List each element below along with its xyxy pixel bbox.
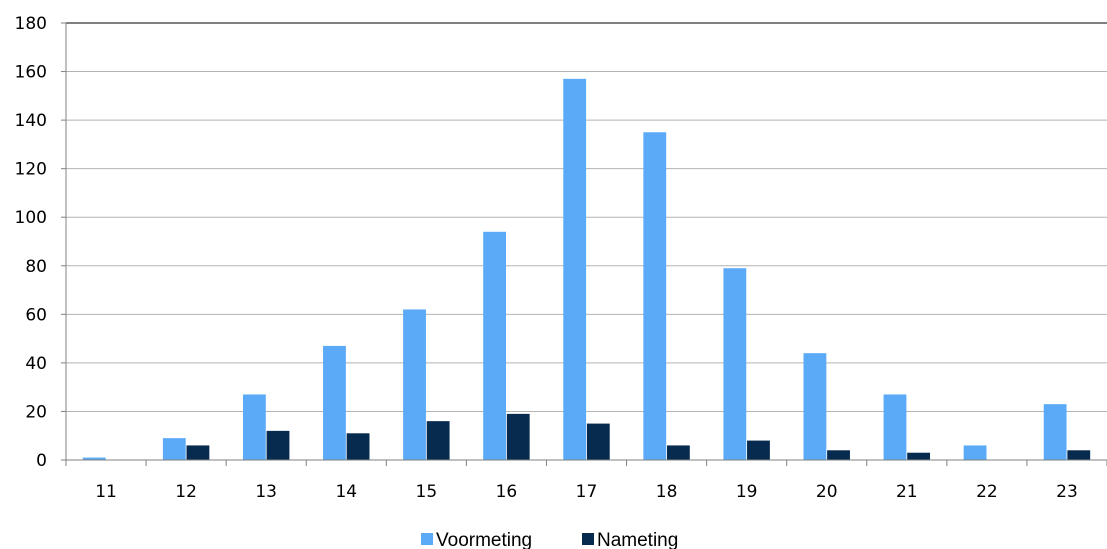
legend-swatch-nameting (582, 533, 594, 545)
y-tick-label: 180 (15, 14, 47, 34)
y-tick-label: 160 (15, 63, 47, 83)
bar-voormeting-22 (963, 445, 987, 460)
y-tick-label: 80 (25, 257, 47, 277)
y-axis-ticks: 0 20 40 60 80 100 120 140 160 180 (15, 14, 66, 471)
axes (65, 23, 1107, 461)
y-tick-label: 120 (15, 160, 47, 180)
x-tick-label: 17 (576, 482, 598, 502)
bar-nameting-13 (266, 430, 290, 460)
x-tick-label: 11 (95, 482, 117, 502)
bar-nameting-18 (666, 445, 690, 460)
bar-voormeting-16 (483, 231, 507, 460)
bar-nameting-20 (827, 450, 850, 460)
y-tick-label: 20 (25, 402, 47, 422)
bar-voormeting-17 (563, 78, 587, 460)
y-tick-label: 100 (15, 208, 47, 228)
bar-voormeting-18 (643, 132, 667, 460)
bar-nameting-12 (186, 445, 210, 460)
x-tick-label: 16 (496, 482, 518, 502)
bar-voormeting-13 (242, 394, 266, 460)
x-tick-label: 22 (976, 482, 998, 502)
x-tick-label: 23 (1056, 482, 1078, 502)
bar-voormeting-23 (1043, 404, 1067, 460)
x-tick-label: 12 (175, 482, 197, 502)
x-tick-label: 15 (416, 482, 438, 502)
x-tick-label: 18 (656, 482, 678, 502)
legend-label-nameting: Nameting (597, 530, 678, 549)
bar-voormeting-19 (723, 268, 747, 460)
legend-swatch-voormeting (421, 533, 433, 545)
bar-voormeting-14 (323, 345, 346, 460)
bar-nameting-15 (426, 421, 450, 460)
bar-nameting-16 (506, 413, 530, 460)
gridlines (66, 22, 1107, 412)
bar-voormeting-21 (883, 394, 907, 460)
bar-nameting-21 (907, 452, 931, 460)
y-tick-label: 0 (36, 451, 47, 471)
bar-voormeting-15 (403, 309, 426, 460)
bar-voormeting-20 (803, 353, 827, 460)
bar-voormeting-11 (82, 457, 106, 460)
x-tick-label: 21 (896, 482, 918, 502)
bars (82, 78, 1091, 460)
y-tick-label: 40 (25, 354, 47, 374)
x-tick-label: 20 (816, 482, 838, 502)
x-tick-label: 13 (255, 482, 277, 502)
legend-label-voormeting: Voormeting (436, 530, 532, 549)
x-tick-label: 19 (736, 482, 758, 502)
x-axis-ticks: 11 12 13 14 15 16 17 18 19 20 21 22 23 (65, 460, 1107, 502)
bar-nameting-14 (346, 433, 370, 460)
bar-nameting-23 (1067, 450, 1091, 460)
bar-nameting-19 (747, 440, 770, 460)
y-tick-label: 60 (25, 305, 47, 325)
legend: Voormeting Nameting (421, 530, 678, 549)
bar-nameting-17 (586, 423, 610, 460)
bar-voormeting-12 (162, 438, 186, 460)
x-tick-label: 14 (335, 482, 357, 502)
y-tick-label: 140 (15, 111, 47, 131)
